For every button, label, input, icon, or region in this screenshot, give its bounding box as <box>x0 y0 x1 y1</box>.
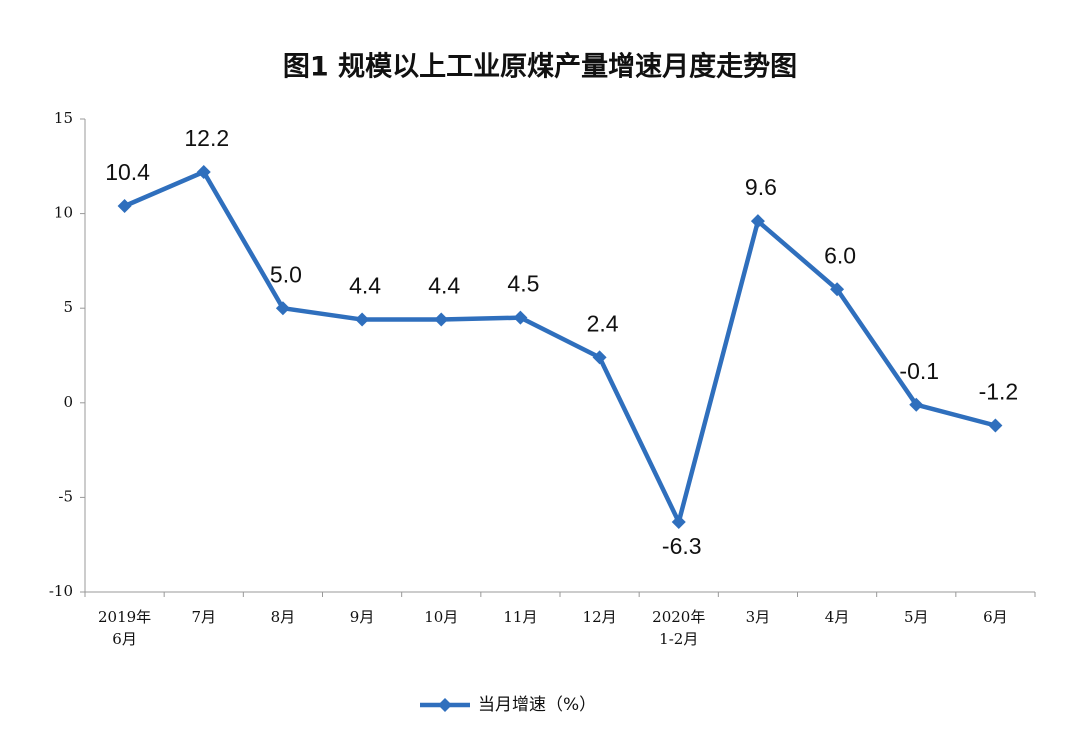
marker <box>671 514 686 529</box>
x-tick-label: 9月 <box>350 608 375 626</box>
x-tick-label: 3月 <box>746 608 771 626</box>
legend-marker <box>438 698 452 712</box>
marker <box>275 301 290 316</box>
marker <box>355 312 370 327</box>
x-tick-label: 10月 <box>424 608 458 626</box>
x-tick-label: 11月 <box>503 608 537 626</box>
y-tick-label: 15 <box>54 109 73 127</box>
marker <box>830 282 845 297</box>
data-label: -0.1 <box>899 358 939 384</box>
x-tick-label: 6月 <box>983 608 1008 626</box>
data-label: 4.4 <box>349 273 381 299</box>
data-label: -1.2 <box>979 379 1019 405</box>
marker <box>988 418 1003 433</box>
marker <box>909 397 924 412</box>
chart-title: 图1 规模以上工业原煤产量增速月度走势图 <box>283 51 797 83</box>
data-label: 2.4 <box>587 310 619 336</box>
marker <box>750 214 765 229</box>
data-label: 4.5 <box>507 271 539 297</box>
x-tick-label: 7月 <box>191 608 216 626</box>
marker <box>196 164 211 179</box>
y-tick-label: 10 <box>54 204 73 222</box>
line <box>123 169 996 525</box>
x-tick-label: 6月 <box>112 630 137 648</box>
marker <box>592 350 607 365</box>
y-tick-label: 5 <box>63 298 73 316</box>
legend-label: 当月增速（%） <box>478 695 596 715</box>
x-tick-label: 4月 <box>825 608 850 626</box>
y-tick-label: -10 <box>49 582 73 600</box>
data-label: 4.4 <box>428 273 460 299</box>
y-tick-label: -5 <box>58 487 73 505</box>
data-label: 12.2 <box>184 125 229 151</box>
data-label: 6.0 <box>824 242 856 268</box>
x-tick-label: 5月 <box>904 608 929 626</box>
x-tick-label: 1-2月 <box>659 630 698 648</box>
marker <box>513 310 528 325</box>
data-label: -6.3 <box>662 533 702 559</box>
x-tick-label: 2019年 <box>98 608 151 626</box>
x-tick-label: 2020年 <box>652 608 705 626</box>
data-label: 10.4 <box>105 159 150 185</box>
data-label: 5.0 <box>270 261 302 287</box>
y-tick-label: 0 <box>63 393 73 411</box>
data-label: 9.6 <box>745 174 777 200</box>
x-tick-label: 12月 <box>583 608 617 626</box>
marker <box>434 312 449 327</box>
x-tick-label: 8月 <box>271 608 296 626</box>
marker <box>117 199 132 214</box>
